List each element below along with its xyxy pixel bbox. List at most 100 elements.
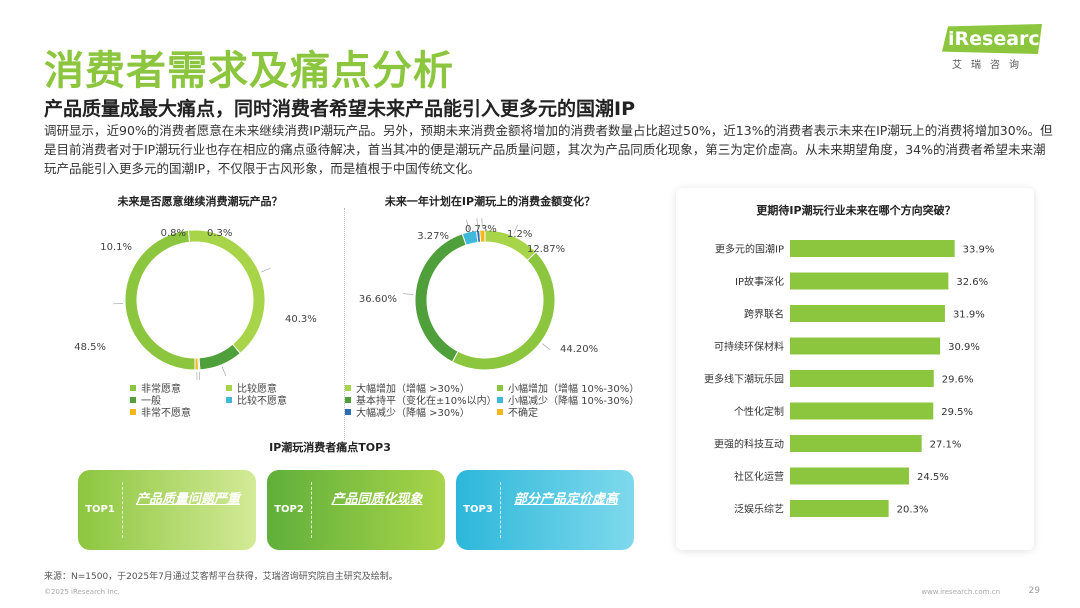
legend-label: 大幅增加（增幅 >30%） (356, 384, 470, 395)
donut-value-label: 0.8% (161, 228, 186, 239)
donut-slice (187, 229, 266, 355)
leader-line (476, 218, 479, 229)
legend-label: 基本持平（变化在±10%以内） (356, 396, 497, 407)
bar (790, 402, 934, 420)
bar-value-label: 33.9% (963, 245, 995, 256)
pain-separator (122, 482, 123, 538)
pain-rank: TOP2 (274, 504, 304, 515)
bar-value-label: 29.5% (941, 407, 973, 418)
bar-value-label: 30.9% (948, 342, 980, 353)
bar-category-label: 泛娱乐综艺 (734, 503, 784, 516)
legend-swatch (345, 397, 351, 403)
bar-category-label: 更强的科技互动 (714, 438, 784, 451)
legend-item: 一般 (130, 392, 161, 407)
legend-swatch (497, 409, 503, 415)
bar-category-label: 社区化运营 (734, 470, 784, 483)
pain-card-top3: TOP3 部分产品定价虚高 (456, 470, 634, 550)
legend-label: 非常愿意 (141, 384, 181, 395)
leader-line (221, 366, 227, 377)
donut2-chart: 12.87% 44.20% 36.60% 3.27% 0.73% 1.2% (359, 218, 598, 371)
legend-item: 大幅增加（增幅 >30%） (345, 380, 470, 395)
bar-category-label: 更多元的国潮IP (715, 243, 784, 256)
legend-item: 基本持平（变化在±10%以内） (345, 392, 497, 407)
leader-line (403, 293, 414, 295)
legend-label: 小幅减少（降幅 10%-30%） (508, 396, 640, 407)
bar-category-label: 跨界联名 (744, 308, 784, 321)
logo-brand: iResearch (948, 28, 1054, 50)
donut-slice (198, 343, 241, 371)
legend-swatch (345, 409, 351, 415)
donut-value-label: 36.60% (359, 294, 397, 305)
donut-slice (414, 233, 467, 363)
leader-line (513, 224, 518, 235)
donut1-legend: 非常愿意 比较愿意一般 比较不愿意非常不愿意 (130, 380, 330, 420)
pain-text: 产品质量问题严重 (135, 492, 240, 507)
bar-value-label: 31.9% (953, 310, 985, 321)
donut2-title: 未来一年计划在IP潮玩上的消费金额变化？ (384, 195, 596, 208)
leader-line (261, 267, 271, 273)
legend-swatch (226, 397, 232, 403)
logo-subtitle: 艾瑞咨询 (952, 60, 1028, 71)
donut-value-label: 1.2% (507, 229, 532, 240)
legend-swatch (130, 397, 136, 403)
donut-slice (124, 229, 196, 371)
pain-text: 产品同质化现象 (331, 492, 423, 507)
bar-category-label: IP故事深化 (735, 275, 784, 288)
pain-rank: TOP1 (85, 504, 115, 515)
bar (790, 435, 922, 452)
donut2-legend: 大幅增加（增幅 >30%） 小幅增加（增幅 10%-30%） 基本持平（变化在±10… (345, 380, 665, 420)
bar (790, 370, 934, 387)
leader-line (198, 371, 201, 380)
bar (790, 305, 945, 322)
legend-item: 小幅减少（降幅 10%-30%） (497, 392, 639, 407)
legend-item: 非常不愿意 (130, 404, 191, 419)
bar-value-label: 29.6% (942, 375, 974, 386)
legend-item: 大幅减少（降幅 >30%） (345, 404, 470, 419)
pain-separator (500, 482, 501, 538)
bar (790, 337, 941, 355)
leader-line (542, 343, 551, 350)
leader-line (466, 220, 470, 230)
source-note: 来源：N=1500，于2025年7月通过艾客帮平台获得，艾瑞咨询研究院自主研究及… (44, 572, 398, 582)
pain-separator (311, 482, 312, 538)
bar-chart-title: 更期待IP潮玩行业未来在哪个方向突破？ (756, 204, 956, 217)
bar (790, 467, 909, 485)
bar-value-label: 20.3% (897, 505, 929, 516)
footer-url: www.iresearch.com.cn (921, 588, 1000, 596)
bar-value-label: 24.5% (917, 472, 949, 483)
page-subtitle: 产品质量成最大痛点，同时消费者希望未来产品能引入更多元的国潮IP (44, 98, 635, 120)
legend-swatch (130, 409, 136, 415)
legend-label: 比较不愿意 (237, 396, 287, 407)
legend-item: 非常愿意 (130, 380, 181, 395)
pain-card-top2: TOP2 产品同质化现象 (267, 470, 445, 550)
legend-swatch (130, 385, 136, 391)
donut-value-label: 40.3% (285, 314, 317, 325)
legend-label: 比较愿意 (237, 384, 277, 395)
bar-value-label: 27.1% (930, 440, 962, 451)
legend-swatch (497, 397, 503, 403)
page-number: 29 (1028, 586, 1040, 596)
donut-value-label: 0.73% (465, 224, 497, 235)
legend-swatch (497, 385, 503, 391)
donut-value-label: 3.27% (417, 231, 449, 242)
pain-text: 部分产品定价虚高 (513, 492, 618, 507)
legend-label: 小幅增加（增幅 10%-30%） (508, 384, 640, 395)
bar-category-label: 可持续环保材料 (714, 340, 784, 353)
legend-swatch (226, 385, 232, 391)
intro-paragraph: 调研显示，近90%的消费者愿意在未来继续消费IP潮玩产品。另外，预期未来消费金额… (44, 123, 1053, 176)
copyright: ©2025 iResearch Inc. (44, 588, 120, 596)
donut-slice (194, 357, 200, 371)
donut-slice (479, 229, 486, 243)
bar-category-label: 更多线下潮玩乐园 (704, 373, 784, 386)
panel-divider (344, 208, 345, 440)
bar (790, 272, 949, 290)
legend-item: 不确定 (497, 404, 538, 419)
logo-wedge (942, 24, 1042, 54)
bar-value-label: 32.6% (956, 277, 988, 288)
legend-label: 非常不愿意 (141, 408, 191, 419)
pain-points-title: IP潮玩消费者痛点TOP3 (269, 441, 391, 454)
bar (790, 240, 955, 257)
legend-item: 比较不愿意 (226, 392, 287, 407)
bar-chart-card: 更期待IP潮玩行业未来在哪个方向突破？ 更多元的国潮IP 33.9% IP故事深化 3… (676, 188, 1034, 550)
donut-value-label: 48.5% (74, 342, 106, 353)
